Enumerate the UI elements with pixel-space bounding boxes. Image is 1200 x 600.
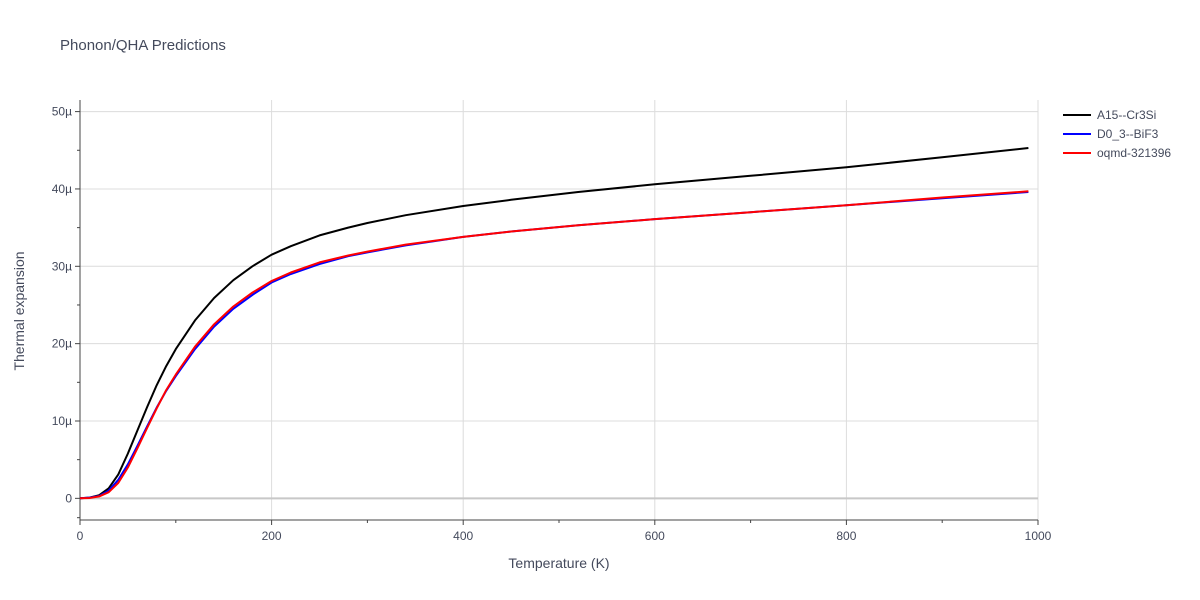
series-lines xyxy=(79,147,1029,500)
x-tick-label: 800 xyxy=(836,529,856,543)
x-tick-label: 600 xyxy=(645,529,665,543)
y-axis-title: Thermal expansion xyxy=(11,251,27,370)
axes: 0 200 400 600 800 1000 0 10µ 20µ 30µ 40µ 50µ xyxy=(52,100,1052,543)
y-tick-label: 20µ xyxy=(52,337,72,351)
y-tick-label: 10µ xyxy=(52,414,72,428)
y-tick-label: 50µ xyxy=(52,105,72,119)
legend-label: oqmd-321396 xyxy=(1097,146,1171,160)
x-axis-title: Temperature (K) xyxy=(508,555,609,571)
legend-label: A15--Cr3Si xyxy=(1097,108,1156,122)
legend-label: D0_3--BiF3 xyxy=(1097,127,1159,141)
x-tick-label: 400 xyxy=(453,529,473,543)
legend-item[interactable]: D0_3--BiF3 xyxy=(1063,127,1159,141)
x-tick-label: 0 xyxy=(77,529,84,543)
legend[interactable]: A15--Cr3Si D0_3--BiF3 oqmd-321396 xyxy=(1063,108,1171,160)
legend-item[interactable]: A15--Cr3Si xyxy=(1063,108,1156,122)
chart-title: Phonon/QHA Predictions xyxy=(60,37,226,54)
series-line-D0_3--BiF3 xyxy=(79,191,1029,500)
x-tick-label: 1000 xyxy=(1025,529,1052,543)
grid xyxy=(80,100,1039,520)
y-tick-label: 40µ xyxy=(52,182,72,196)
series-line-A15--Cr3Si xyxy=(79,147,1029,500)
series-line-oqmd-321396 xyxy=(79,190,1029,500)
y-tick-label: 0 xyxy=(65,491,72,505)
legend-item[interactable]: oqmd-321396 xyxy=(1063,146,1171,160)
x-tick-label: 200 xyxy=(262,529,282,543)
y-tick-label: 30µ xyxy=(52,259,72,273)
